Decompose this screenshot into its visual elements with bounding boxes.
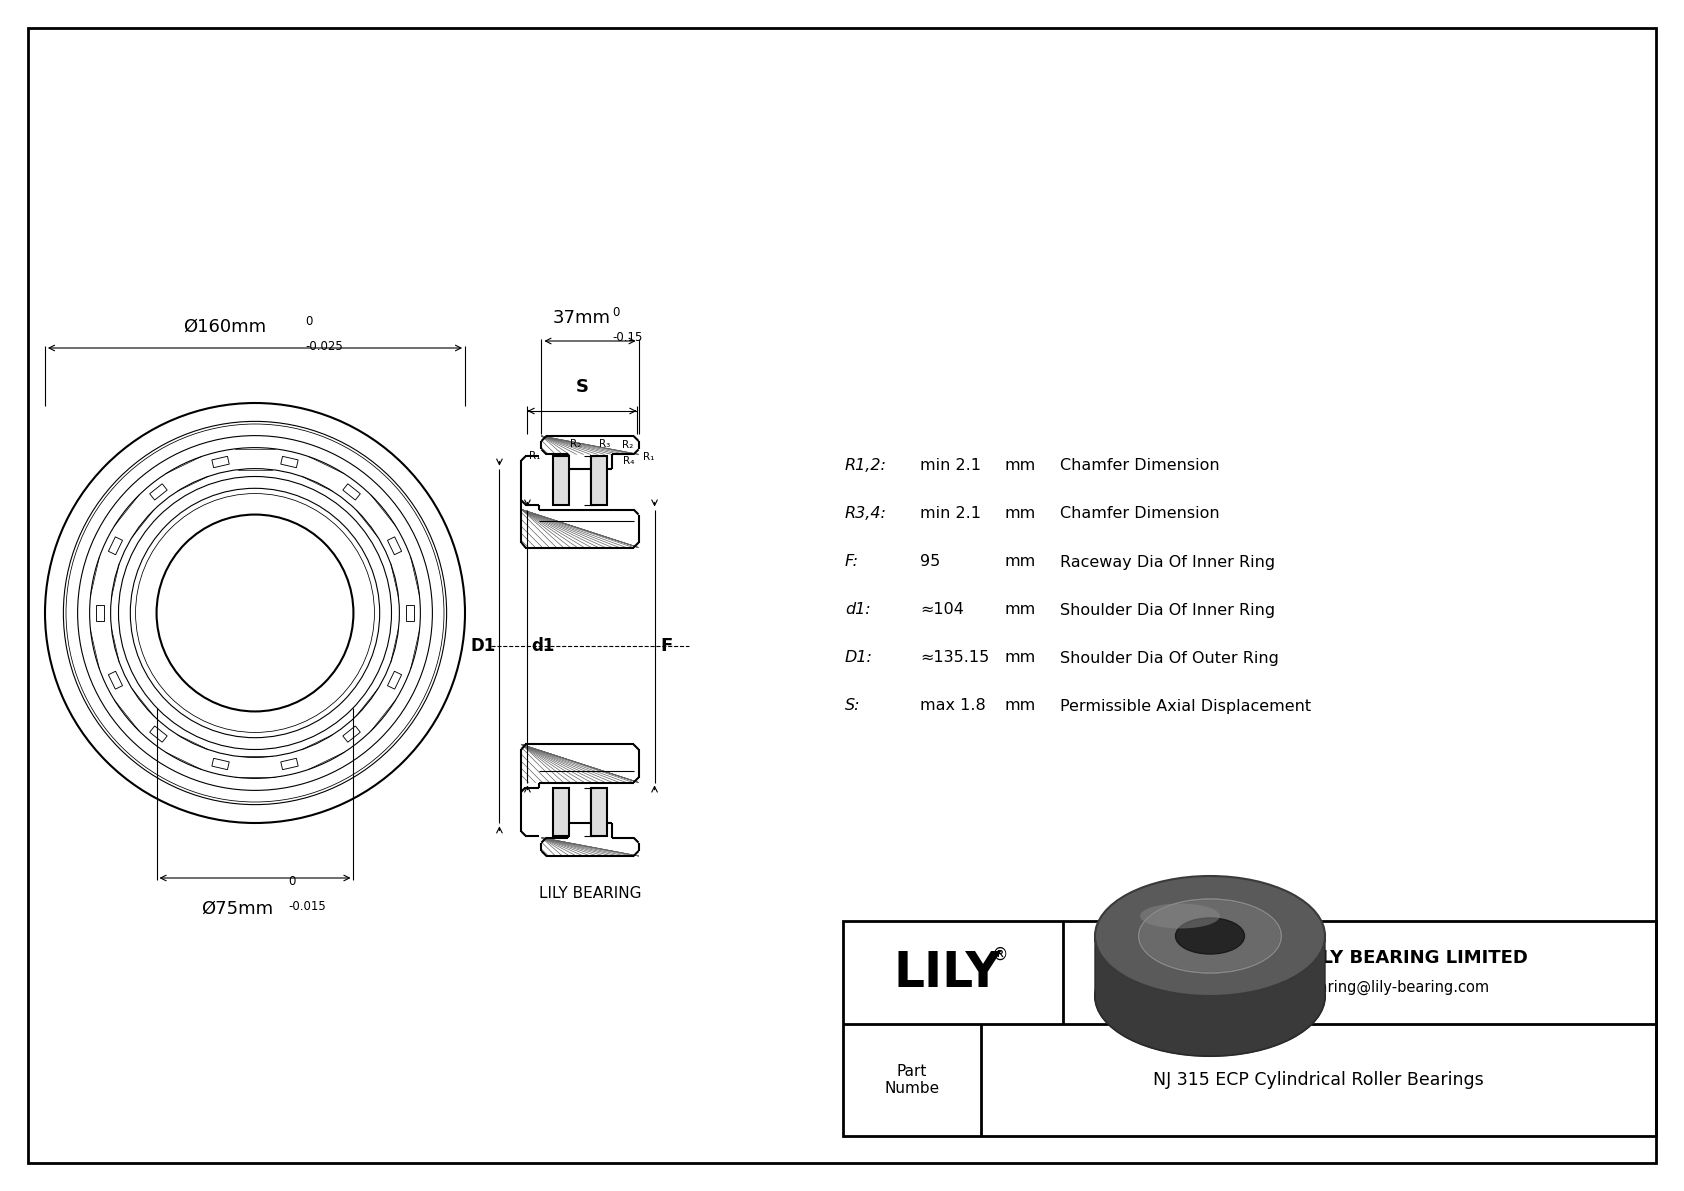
Text: S: S [576, 378, 588, 395]
Bar [554, 456, 569, 505]
Text: Part
Numbe: Part Numbe [884, 1064, 940, 1096]
Ellipse shape [1140, 904, 1219, 929]
Text: D1:: D1: [845, 650, 872, 666]
Text: R₁: R₁ [643, 453, 653, 462]
Text: Chamfer Dimension: Chamfer Dimension [1059, 506, 1219, 522]
Text: 37mm: 37mm [552, 308, 611, 328]
Text: LILY BEARING: LILY BEARING [539, 886, 642, 902]
Ellipse shape [1095, 936, 1325, 1056]
Bar [591, 456, 606, 505]
Text: mm: mm [1005, 698, 1036, 713]
Text: d1:: d1: [845, 603, 871, 617]
Text: min 2.1: min 2.1 [919, 459, 982, 474]
Text: R₂: R₂ [569, 439, 581, 449]
Text: Ø160mm: Ø160mm [184, 318, 266, 336]
Text: -0.025: -0.025 [305, 339, 344, 353]
Text: F: F [660, 637, 674, 655]
Text: R₄: R₄ [623, 456, 635, 467]
Text: mm: mm [1005, 459, 1036, 474]
Text: 0: 0 [611, 306, 620, 319]
Text: mm: mm [1005, 555, 1036, 569]
Text: SHANGHAI LILY BEARING LIMITED: SHANGHAI LILY BEARING LIMITED [1191, 948, 1527, 967]
Text: min 2.1: min 2.1 [919, 506, 982, 522]
Text: NJ 315 ECP Cylindrical Roller Bearings: NJ 315 ECP Cylindrical Roller Bearings [1154, 1071, 1484, 1089]
Polygon shape [1095, 936, 1325, 1056]
Text: mm: mm [1005, 650, 1036, 666]
Text: ≈135.15: ≈135.15 [919, 650, 989, 666]
Text: mm: mm [1005, 603, 1036, 617]
Text: Ø75mm: Ø75mm [200, 900, 273, 918]
Text: R₂: R₂ [623, 439, 633, 450]
Text: R₃: R₃ [600, 439, 610, 449]
Bar [554, 787, 569, 836]
Text: ®: ® [992, 946, 1009, 964]
Ellipse shape [1175, 918, 1244, 954]
Text: ≈104: ≈104 [919, 603, 963, 617]
Ellipse shape [1095, 877, 1325, 996]
Text: R₁: R₁ [529, 451, 541, 461]
Text: 0: 0 [288, 875, 295, 888]
Text: R3,4:: R3,4: [845, 506, 887, 522]
Bar [591, 787, 606, 836]
Text: 95: 95 [919, 555, 940, 569]
Text: -0.15: -0.15 [611, 331, 642, 344]
Text: R1,2:: R1,2: [845, 459, 887, 474]
Text: Raceway Dia Of Inner Ring: Raceway Dia Of Inner Ring [1059, 555, 1275, 569]
Text: D1: D1 [470, 637, 495, 655]
Text: S:: S: [845, 698, 861, 713]
Text: LILY: LILY [894, 948, 1002, 997]
Text: F:: F: [845, 555, 859, 569]
Text: Email: lilybearing@lily-bearing.com: Email: lilybearing@lily-bearing.com [1229, 980, 1489, 996]
Text: Chamfer Dimension: Chamfer Dimension [1059, 459, 1219, 474]
Text: mm: mm [1005, 506, 1036, 522]
Text: Permissible Axial Displacement: Permissible Axial Displacement [1059, 698, 1312, 713]
Text: 0: 0 [305, 314, 312, 328]
Text: Shoulder Dia Of Inner Ring: Shoulder Dia Of Inner Ring [1059, 603, 1275, 617]
Bar [844, 921, 1655, 1136]
Text: d1: d1 [532, 637, 554, 655]
Text: -0.015: -0.015 [288, 900, 325, 913]
Text: max 1.8: max 1.8 [919, 698, 985, 713]
Text: Shoulder Dia Of Outer Ring: Shoulder Dia Of Outer Ring [1059, 650, 1278, 666]
Ellipse shape [1138, 899, 1282, 973]
